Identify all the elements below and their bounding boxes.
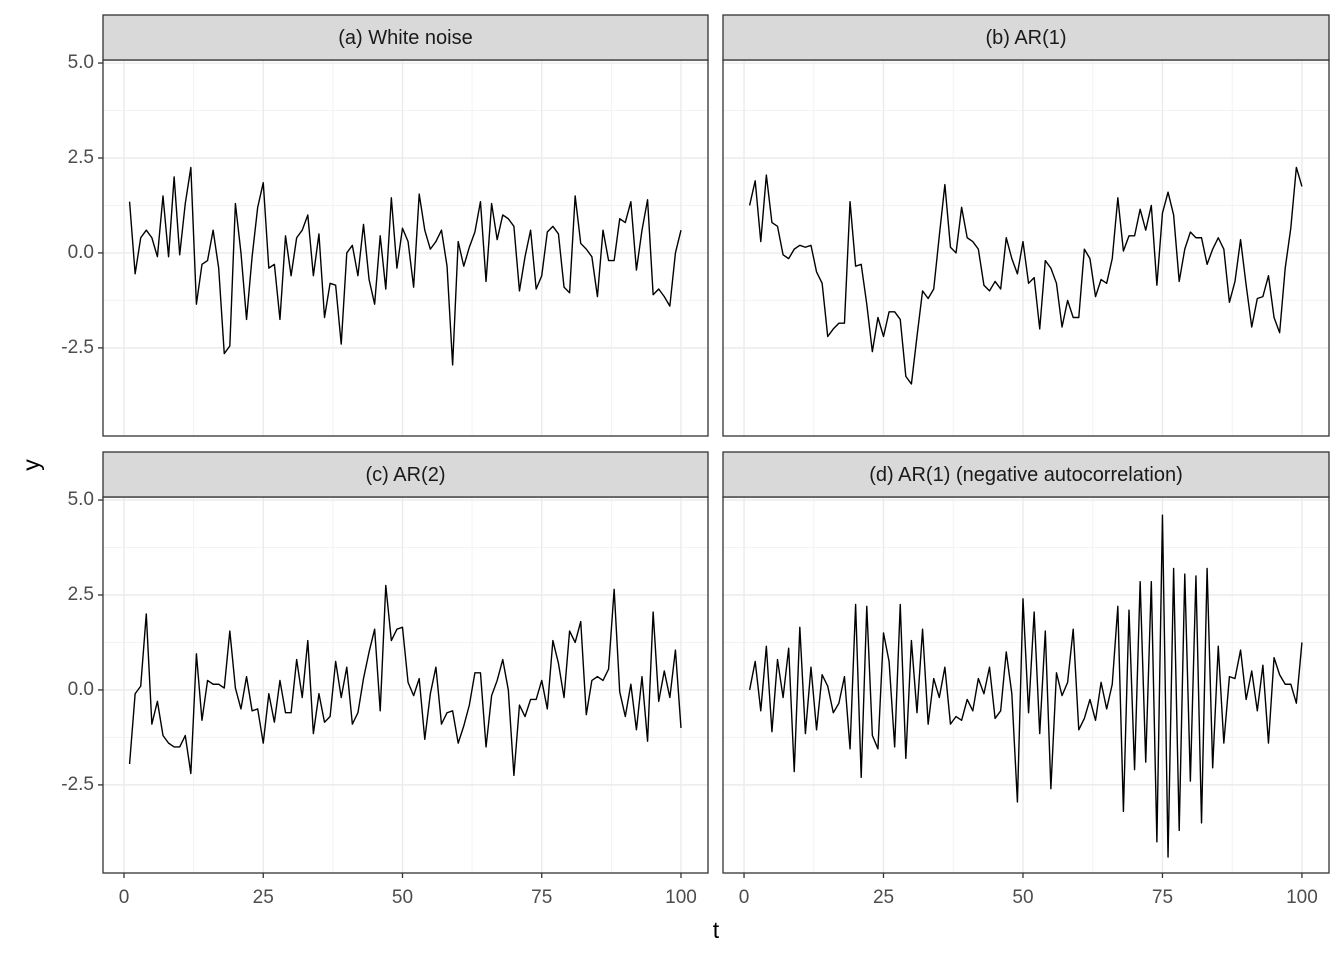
series-line xyxy=(748,514,1303,858)
strip xyxy=(722,451,1330,498)
x-tick-label: 75 xyxy=(1152,887,1173,908)
series-line xyxy=(128,166,682,366)
strip xyxy=(722,14,1330,61)
x-tick-label: 0 xyxy=(119,887,130,908)
panel-background xyxy=(723,60,1329,436)
y-tick-label: 0.0 xyxy=(68,679,94,700)
x-tick-label: 25 xyxy=(253,887,274,908)
y-tick-label: 5.0 xyxy=(68,52,94,73)
strip-title: (a) White noise xyxy=(338,27,473,49)
strip xyxy=(102,14,709,61)
x-tick-label: 25 xyxy=(873,887,894,908)
y-tick-label: -2.5 xyxy=(61,774,94,795)
y-axis-title: y xyxy=(18,459,44,471)
x-tick-label: 100 xyxy=(665,887,697,908)
y-tick-label: -2.5 xyxy=(61,337,94,358)
x-tick-label: 50 xyxy=(392,887,413,908)
panel-background xyxy=(723,497,1329,873)
strip xyxy=(102,451,709,498)
y-tick-label: 2.5 xyxy=(68,147,94,168)
strip-title: (b) AR(1) xyxy=(985,27,1066,49)
series-line xyxy=(748,166,1303,385)
series-line xyxy=(128,584,682,777)
x-tick-label: 50 xyxy=(1012,887,1033,908)
x-tick-label: 75 xyxy=(531,887,552,908)
panel-background xyxy=(103,497,708,873)
strip-title: (c) AR(2) xyxy=(366,464,446,486)
x-tick-label: 100 xyxy=(1286,887,1318,908)
strip-title: (d) AR(1) (negative autocorrelation) xyxy=(869,464,1182,486)
x-tick-label: 0 xyxy=(739,887,750,908)
y-tick-label: 5.0 xyxy=(68,489,94,510)
y-tick-label: 0.0 xyxy=(68,242,94,263)
x-axis-title: t xyxy=(713,917,720,943)
panel-background xyxy=(103,60,708,436)
y-tick-label: 2.5 xyxy=(68,584,94,605)
